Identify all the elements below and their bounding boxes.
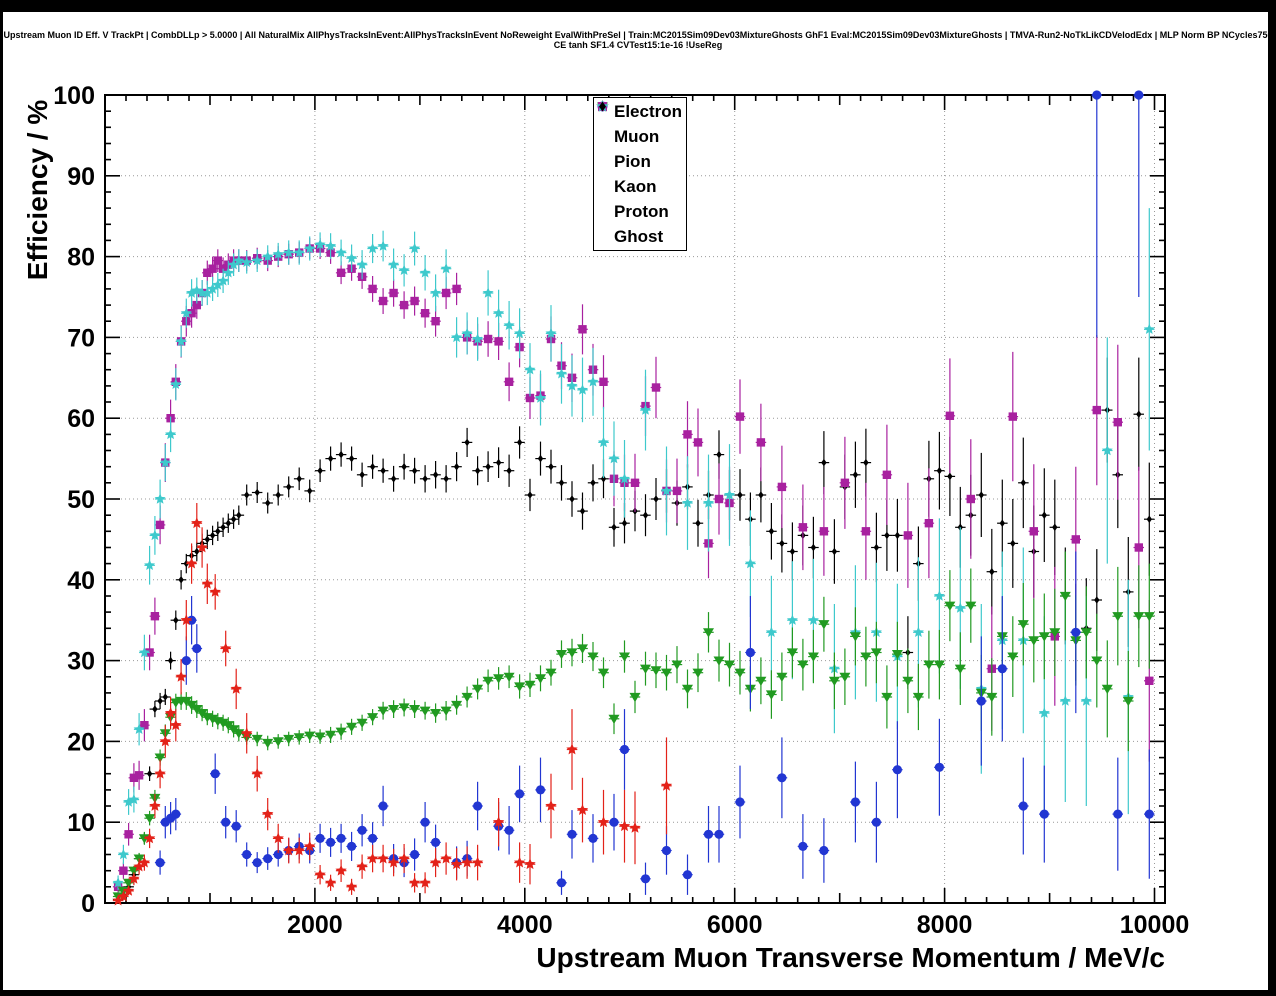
svg-text:90: 90 [67, 163, 95, 191]
svg-text:0: 0 [81, 890, 95, 918]
legend-label: Ghost [614, 227, 664, 246]
svg-text:40: 40 [67, 567, 95, 595]
legend-box: Electron Muon Pion Kaon Proton [593, 97, 687, 251]
svg-text:70: 70 [67, 324, 95, 352]
legend-label: Electron [614, 102, 683, 121]
svg-text:2000: 2000 [287, 911, 343, 939]
series-kaon [112, 238, 1155, 894]
series-pion [112, 551, 1155, 902]
svg-text:6000: 6000 [707, 911, 763, 939]
legend-label: Muon [614, 127, 660, 146]
x-axis-title: Upstream Muon Transverse Momentum / MeV/… [536, 942, 1165, 973]
series-proton [112, 208, 1155, 891]
svg-text:10: 10 [67, 809, 95, 837]
legend-label: Kaon [614, 177, 657, 196]
svg-text:8000: 8000 [917, 911, 973, 939]
legend-item-pion: Pion [594, 102, 686, 174]
legend-item-muon: Muon [594, 101, 686, 149]
svg-text:20: 20 [67, 728, 95, 756]
svg-text:30: 30 [67, 648, 95, 676]
legend-label: Proton [614, 202, 669, 221]
plot-title: Upstream Muon ID Eff. V TrackPt | CombDL… [3, 30, 1273, 50]
legend-item-ghost: Ghost [594, 101, 686, 249]
legend-label: Pion [614, 152, 651, 171]
y-axis-title: Efficiency / % [22, 99, 53, 281]
legend-item-kaon: Kaon [594, 102, 686, 199]
svg-text:50: 50 [67, 486, 95, 514]
series-electron [112, 503, 673, 906]
legend-item-proton: Proton [594, 100, 686, 224]
svg-text:60: 60 [67, 405, 95, 433]
svg-text:10000: 10000 [1120, 911, 1190, 939]
svg-text:80: 80 [67, 244, 95, 272]
svg-text:4000: 4000 [497, 911, 553, 939]
svg-text:100: 100 [53, 82, 95, 110]
